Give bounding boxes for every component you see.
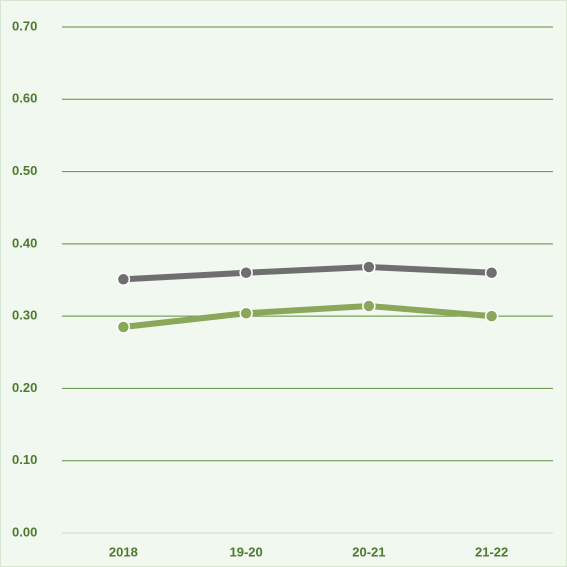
y-tick-label: 0.30 [12, 308, 37, 323]
series-marker [239, 306, 253, 321]
y-tick-label: 0.40 [12, 235, 37, 250]
series-line [123, 303, 492, 330]
series-line [123, 263, 492, 283]
x-tick-label: 2018 [109, 544, 138, 559]
y-tick-label: 0.60 [12, 91, 37, 106]
series-marker [484, 266, 499, 280]
series-marker [362, 260, 376, 274]
x-tick-label: 19-20 [230, 544, 263, 559]
series-marker [484, 309, 499, 323]
y-tick-label: 0.00 [12, 524, 37, 539]
series-marker [239, 266, 253, 280]
y-tick-label: 0.70 [12, 18, 37, 33]
x-tick-label: 20-21 [352, 544, 385, 559]
y-tick-label: 0.50 [12, 163, 37, 178]
y-tick-label: 0.10 [12, 452, 37, 467]
series-marker [116, 320, 131, 334]
x-tick-label: 21-22 [475, 544, 508, 559]
series-marker [362, 299, 376, 313]
series-marker [116, 272, 131, 287]
y-tick-label: 0.20 [12, 380, 37, 395]
